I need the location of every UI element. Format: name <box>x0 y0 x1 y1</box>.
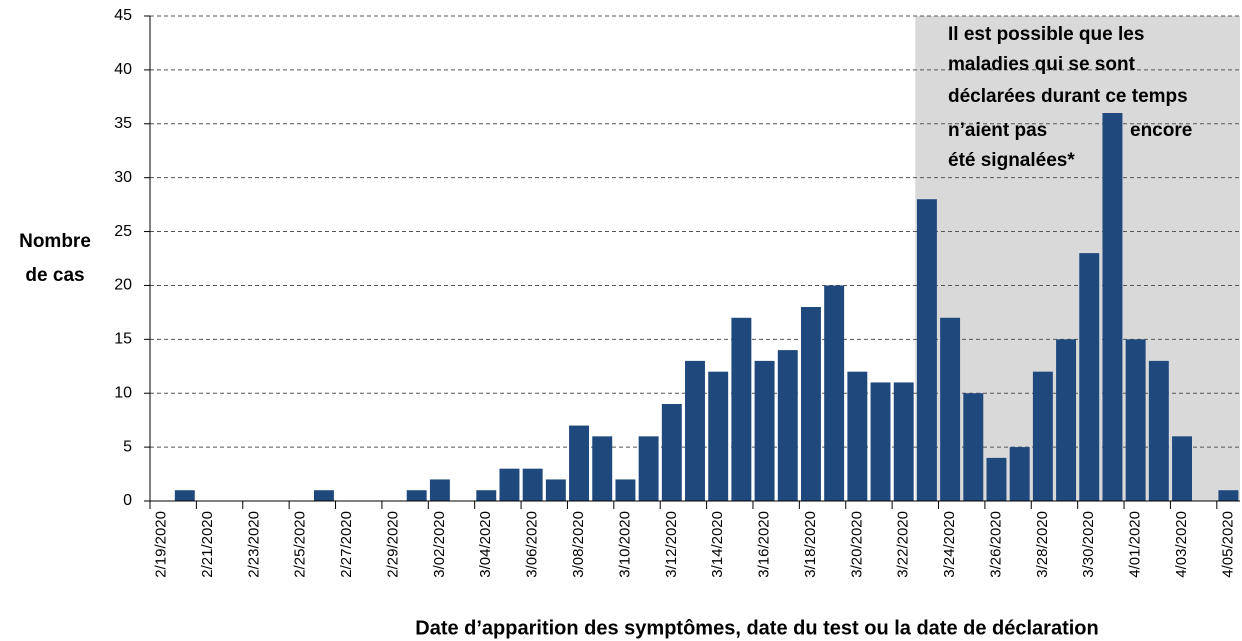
bar <box>569 425 590 501</box>
bar <box>916 199 937 501</box>
x-tick-label: 2/27/2020 <box>338 511 355 578</box>
y-tick-label: 15 <box>114 331 132 348</box>
bar <box>1032 371 1053 501</box>
y-axis-label: de cas <box>25 265 84 286</box>
bar <box>870 382 891 501</box>
bar <box>1148 360 1169 501</box>
bar <box>986 457 1007 501</box>
x-tick-label: 2/25/2020 <box>292 511 309 578</box>
bar <box>754 360 775 501</box>
bar <box>685 360 705 501</box>
x-tick-label: 3/10/2020 <box>616 511 633 578</box>
bar <box>1172 436 1192 501</box>
annotation: déclarées durant ce temps <box>948 86 1188 107</box>
x-tick-label: 4/03/2020 <box>1173 511 1190 578</box>
bar <box>1218 490 1239 501</box>
y-tick-label: 0 <box>123 492 132 509</box>
x-tick-label: 3/18/2020 <box>802 511 819 578</box>
bar <box>313 490 334 501</box>
bar <box>1102 113 1123 501</box>
x-tick-label: 3/24/2020 <box>941 511 958 578</box>
x-tick-label: 2/29/2020 <box>384 511 401 578</box>
x-tick-label: 4/05/2020 <box>1219 511 1236 578</box>
y-tick-label: 20 <box>114 277 132 294</box>
bar <box>708 371 729 501</box>
bar <box>800 307 821 501</box>
x-tick-label: 2/21/2020 <box>199 511 216 578</box>
bar <box>522 468 543 501</box>
x-tick-label: 3/04/2020 <box>477 511 494 578</box>
annotation: Il est possible que les <box>948 24 1144 45</box>
bar <box>1009 447 1030 501</box>
y-tick-label: 45 <box>114 7 132 24</box>
bar <box>893 382 914 501</box>
x-tick-label: 4/01/2020 <box>1127 511 1144 578</box>
y-tick-label: 30 <box>114 169 132 186</box>
y-tick-label: 40 <box>114 61 132 78</box>
bar <box>731 317 752 501</box>
x-tick-label: 3/16/2020 <box>756 511 773 578</box>
x-tick-label: 2/19/2020 <box>153 511 170 578</box>
bar <box>429 479 450 501</box>
x-tick-label: 3/30/2020 <box>1080 511 1097 578</box>
bar <box>174 490 195 501</box>
x-tick-label: 2/23/2020 <box>245 511 262 578</box>
bar <box>545 479 566 501</box>
x-tick-label: 3/20/2020 <box>848 511 865 578</box>
bar <box>638 436 659 501</box>
bar <box>661 404 682 501</box>
x-tick-label: 3/26/2020 <box>987 511 1004 578</box>
bar <box>777 350 798 501</box>
x-tick-label: 3/28/2020 <box>1034 511 1051 578</box>
x-tick-label: 3/22/2020 <box>895 511 912 578</box>
bar <box>824 285 845 501</box>
bar <box>1056 339 1077 501</box>
bar <box>476 490 497 501</box>
y-tick-label: 10 <box>114 384 132 401</box>
annotation: encore <box>1130 120 1192 141</box>
x-tick-label: 3/06/2020 <box>524 511 541 578</box>
x-axis-label: Date d’apparition des symptômes, date du… <box>415 617 1099 639</box>
bar <box>615 479 636 501</box>
bar <box>963 393 984 501</box>
bar <box>406 490 427 501</box>
y-tick-label: 25 <box>114 223 132 240</box>
x-tick-label: 3/12/2020 <box>663 511 680 578</box>
bar <box>847 371 868 501</box>
bar <box>1079 253 1100 501</box>
bar <box>499 468 520 501</box>
y-tick-label: 5 <box>123 438 132 455</box>
y-axis-label: Nombre <box>19 231 91 252</box>
bar <box>592 436 613 501</box>
annotation: maladies qui se sont <box>948 54 1136 75</box>
x-tick-label: 3/08/2020 <box>570 511 587 578</box>
x-tick-label: 3/14/2020 <box>709 511 726 578</box>
x-tick-label: 3/02/2020 <box>431 511 448 578</box>
annotation: été signalées* <box>948 150 1075 171</box>
y-tick-label: 35 <box>114 115 132 132</box>
bar <box>1125 339 1146 501</box>
annotation: n’aient pas <box>948 120 1047 141</box>
bar <box>940 317 961 501</box>
